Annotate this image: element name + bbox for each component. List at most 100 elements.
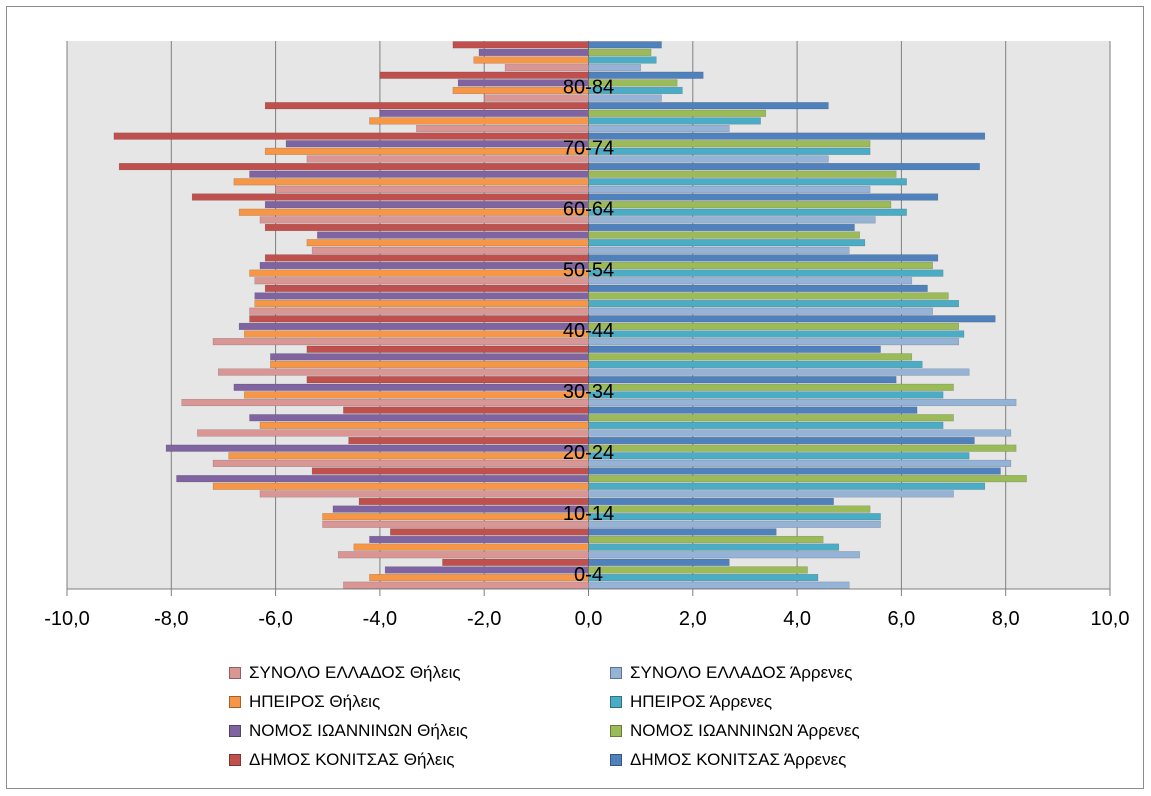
bar-male-3-10-14 [588,505,871,513]
bar-female-1-35-39 [217,368,589,376]
bar-male-4-60-64 [588,193,939,201]
bar-female-2-35-39 [270,360,589,369]
bar-male-2-25-29 [588,421,944,429]
bar-male-3-45-49 [588,292,949,300]
bar-male-2-40-44 [588,330,965,338]
bar-female-2-45-49 [254,300,589,308]
bar-female-4-65-69 [118,163,589,171]
bar-female-1-20-24 [212,459,589,467]
x-tick-label: -10,0 [44,608,90,630]
bar-male-3-50-54 [588,261,933,270]
bar-male-4-65-69 [588,163,980,171]
bar-male-1-55-59 [588,246,850,254]
bar-female-3-10-14 [332,505,589,513]
bar-male-4-0-4 [588,558,730,566]
bar-female-2-75-79 [369,117,589,125]
bar-female-4-75-79 [264,102,589,110]
bar-male-1-0-4 [588,581,850,589]
bar-female-1-10-14 [322,520,589,528]
x-tick-label: 10,0 [1091,608,1130,630]
bar-female-1-85+ [504,64,589,72]
bar-male-2-30-34 [588,391,944,399]
bar-female-4-30-34 [306,376,589,384]
bar-male-2-70-74 [588,147,871,155]
x-tick-label: 8,0 [992,608,1020,630]
bar-female-4-80-84 [379,71,589,79]
category-label: 80-84 [563,77,614,99]
bar-female-2-60-64 [238,208,589,216]
bar-male-3-55-59 [588,231,860,239]
bar-male-3-0-4 [588,566,808,574]
bar-female-3-5-9 [369,535,589,544]
bar-female-2-0-4 [369,574,589,582]
bar-male-4-50-54 [588,254,939,262]
bar-male-1-70-74 [588,155,829,163]
bar-male-1-10-14 [588,520,881,528]
bar-male-4-55-59 [588,223,855,232]
bar-male-3-5-9 [588,535,824,544]
bar-male-4-5-9 [588,528,777,536]
bar-female-2-40-44 [244,330,589,338]
bar-female-4-20-24 [348,437,589,445]
bar-female-3-15-19 [176,475,589,483]
bar-female-3-35-39 [270,353,589,361]
bar-female-3-55-59 [317,231,589,239]
bar-female-4-5-9 [390,528,589,536]
bar-female-3-75-79 [379,109,589,117]
category-label: 20-24 [563,442,614,464]
bar-female-3-45-49 [254,292,589,300]
bar-male-2-15-19 [588,482,986,490]
bar-female-4-60-64 [191,193,589,201]
x-tick-label: 2,0 [679,608,707,630]
category-label: 70-74 [563,138,614,160]
bar-female-1-60-64 [259,216,589,224]
bar-male-4-20-24 [588,437,975,445]
bar-male-1-60-64 [588,216,876,224]
bar-male-2-65-69 [588,178,907,186]
bar-female-2-15-19 [212,482,589,490]
bar-female-1-50-54 [254,277,589,285]
bar-male-2-80-84 [588,86,683,95]
bar-female-4-55-59 [264,223,589,232]
bar-male-4-30-34 [588,376,897,384]
bar-male-3-35-39 [588,353,913,361]
bar-male-1-40-44 [588,338,960,346]
bar-female-1-65-69 [275,185,589,193]
bar-male-3-75-79 [588,109,767,117]
bar-male-2-0-4 [588,574,819,582]
population-pyramid-chart: -10,0 -8,0 -6,0 -4,0 -2,0 0,0 2,0 4,0 6,0 8,0 10,0… [44,41,1130,630]
bar-female-1-70-74 [306,155,589,163]
bar-male-2-50-54 [588,269,944,277]
bar-female-3-20-24 [165,444,589,452]
chart-frame: -10,0 -8,0 -6,0 -4,0 -2,0 0,0 2,0 4,0 6,0 8,0 10,0… [6,6,1144,789]
category-label: 30-34 [563,381,614,403]
bar-male-1-80-84 [588,94,662,102]
bar-male-1-45-49 [588,307,933,315]
bar-male-3-25-29 [588,414,954,422]
x-tick-label: 4,0 [783,608,811,630]
bar-male-2-10-14 [588,513,881,521]
bar-male-1-20-24 [588,459,1012,467]
bar-female-4-0-4 [442,558,589,566]
bar-male-2-75-79 [588,117,761,125]
bar-female-2-20-24 [228,452,589,460]
bar-male-1-35-39 [588,368,970,376]
bar-male-4-80-84 [588,71,704,79]
x-tick-label: -2,0 [467,608,501,630]
category-label: 10-14 [563,503,614,525]
category-label: 60-64 [563,198,614,220]
bar-female-1-25-29 [197,429,589,437]
bar-male-2-5-9 [588,543,840,551]
bar-male-3-30-34 [588,383,954,391]
x-tick-label: 0,0 [575,608,603,630]
bar-male-1-25-29 [588,429,1012,437]
bar-female-4-35-39 [306,345,589,353]
bar-female-1-40-44 [212,338,589,346]
bar-female-4-15-19 [311,467,589,475]
bar-female-1-55-59 [311,246,589,254]
bar-female-4-70-74 [113,132,589,140]
bar-female-1-30-34 [181,398,589,407]
bar-female-2-70-74 [264,147,589,155]
bar-female-3-65-69 [249,170,589,178]
bar-female-3-60-64 [264,201,589,209]
